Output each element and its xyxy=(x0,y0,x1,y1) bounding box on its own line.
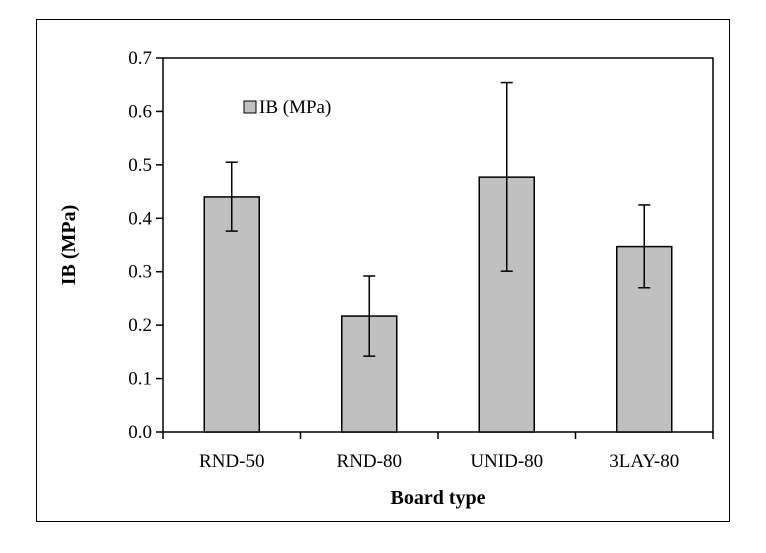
error-bar xyxy=(500,81,513,272)
x-tick-label: 3LAY-80 xyxy=(609,451,679,472)
error-bar xyxy=(638,204,651,289)
x-tick-label: RND-80 xyxy=(337,451,402,472)
y-tick-label: 0.7 xyxy=(128,48,152,69)
y-axis: 0.0 0.1 0.2 0.3 0.4 0.5 0.6 0.7 xyxy=(128,48,163,443)
x-axis: RND-50 RND-80 UNID-80 3LAY-80 xyxy=(162,432,714,472)
legend-swatch xyxy=(243,100,257,114)
legend: IB (MPa) xyxy=(243,97,331,118)
x-tick-label: RND-50 xyxy=(199,451,264,472)
y-tick-label: 0.2 xyxy=(128,315,152,336)
y-axis-title: IB (MPa) xyxy=(58,205,80,286)
x-tick-label: UNID-80 xyxy=(470,451,543,472)
y-tick-label: 0.4 xyxy=(128,208,152,229)
error-bars xyxy=(225,81,651,357)
y-tick-label: 0.1 xyxy=(128,369,152,390)
legend-label: IB (MPa) xyxy=(259,97,331,118)
x-axis-title: Board type xyxy=(391,487,486,509)
error-bar xyxy=(363,275,376,357)
y-tick-label: 0.6 xyxy=(128,101,152,122)
y-tick-label: 0.5 xyxy=(128,155,152,176)
bar xyxy=(203,196,260,433)
error-bar xyxy=(225,161,238,232)
y-tick-label: 0.0 xyxy=(128,422,152,443)
y-tick-label: 0.3 xyxy=(128,262,152,283)
